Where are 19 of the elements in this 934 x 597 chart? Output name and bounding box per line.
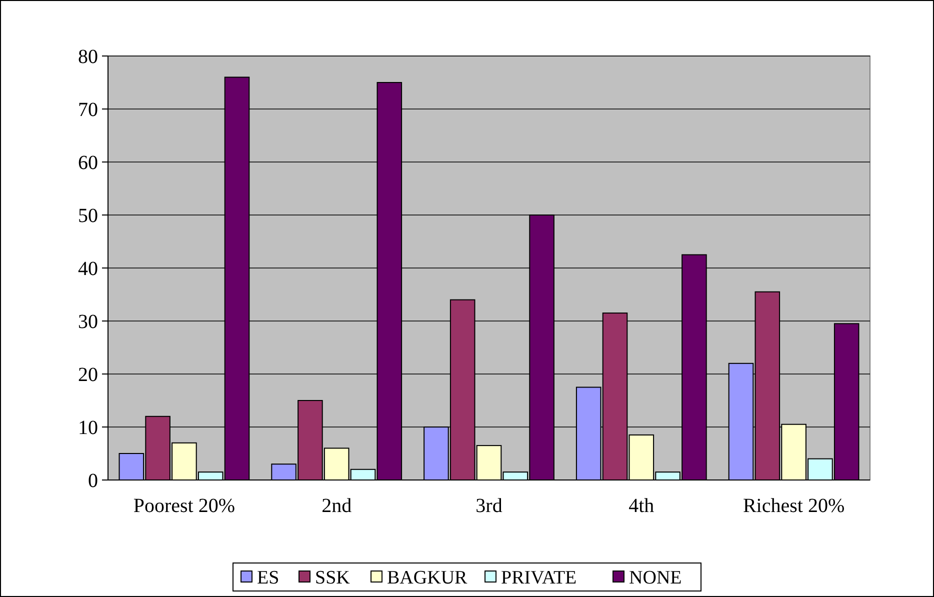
legend-label: SSK <box>315 568 350 589</box>
legend-label: NONE <box>629 568 682 589</box>
x-tick-label: 4th <box>628 495 654 517</box>
y-tick-label: 50 <box>78 205 98 227</box>
y-tick-label: 60 <box>78 152 98 174</box>
x-tick-label: 3rd <box>476 495 502 517</box>
y-tick-label: 20 <box>78 364 98 386</box>
legend-label: PRIVATE <box>501 568 577 589</box>
legend-label: ES <box>257 568 280 589</box>
x-tick-label: Richest 20% <box>742 495 845 517</box>
x-tick-label: Poorest 20% <box>133 495 236 517</box>
x-tick-label: 2nd <box>322 495 352 517</box>
y-tick-label: 80 <box>78 46 98 68</box>
y-tick-label: 30 <box>78 311 98 333</box>
y-tick-label: 10 <box>78 417 98 439</box>
y-tick-label: 40 <box>78 258 98 280</box>
y-tick-label: 70 <box>78 99 98 121</box>
y-tick-label: 0 <box>88 470 98 492</box>
legend-label: BAGKUR <box>387 568 468 589</box>
